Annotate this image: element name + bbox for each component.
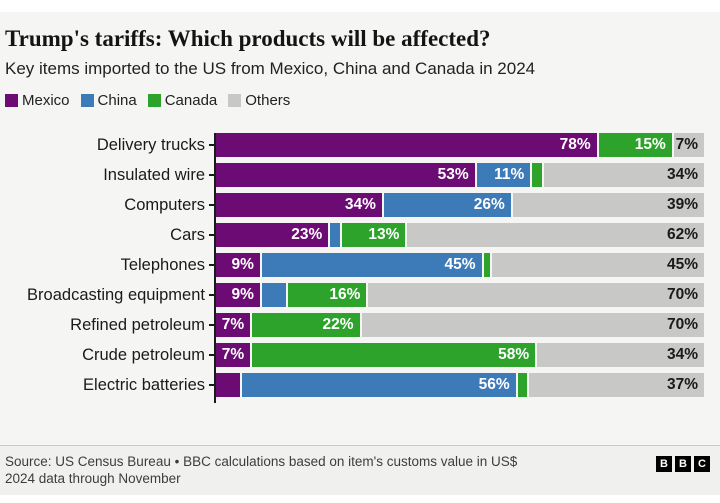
legend-swatch-canada <box>147 94 161 108</box>
category-label-text: Telephones <box>120 255 205 274</box>
category-labels-column: Delivery trucks Insulated wire Computers Ca… <box>5 133 214 403</box>
bbc-logo-block: C <box>694 456 710 472</box>
category-label: Computers <box>5 193 214 217</box>
chart-subtitle: Key items imported to the US from Mexico… <box>5 59 536 79</box>
category-label-text: Cars <box>170 225 205 244</box>
source-text: Source: US Census Bureau • BBC calculati… <box>5 453 517 487</box>
axis-tick <box>209 174 214 177</box>
bar-row: 9% 45% 45% <box>216 253 704 278</box>
bar-segment-china: 26% <box>383 193 511 218</box>
legend-item-china: China <box>80 92 137 110</box>
legend-label: China <box>97 92 137 110</box>
page-title: Trump's tariffs: Which products will be … <box>5 26 491 51</box>
legend-label: Others <box>245 92 291 110</box>
bar-segment-mexico: 53% <box>216 163 475 188</box>
bar-segment-canada <box>532 163 543 188</box>
bar-row: 56% 37% <box>216 373 704 398</box>
axis-tick <box>209 264 214 267</box>
bar-segment-others: 45% <box>491 253 704 278</box>
axis-tick <box>209 384 214 387</box>
axis-tick <box>209 294 214 297</box>
bar-row: 7% 22% 70% <box>216 313 704 338</box>
bar-segment-china <box>261 283 287 308</box>
legend-swatch-others <box>228 94 242 108</box>
bar-segment-canada: 16% <box>288 283 367 308</box>
bar-segment-mexico: 9% <box>216 283 260 308</box>
bar-segment-china: 11% <box>476 163 531 188</box>
category-label-text: Insulated wire <box>103 165 205 184</box>
legend-swatch-mexico <box>5 94 18 108</box>
bar-segment-canada: 15% <box>598 133 672 158</box>
bar-row: 23% 13% 62% <box>216 223 704 248</box>
bar-segment-mexico: 78% <box>216 133 597 158</box>
bar-segment-china: 56% <box>242 373 516 398</box>
bar-segment-china <box>330 223 340 248</box>
category-label: Cars <box>5 223 214 247</box>
category-label: Electric batteries <box>5 373 214 397</box>
bbc-logo-block: B <box>675 456 691 472</box>
bar-segment-canada: 13% <box>341 223 406 248</box>
category-label: Refined petroleum <box>5 313 214 337</box>
category-label-text: Broadcasting equipment <box>27 285 205 304</box>
category-label: Broadcasting equipment <box>5 283 214 307</box>
bar-row: 7% 58% 34% <box>216 343 704 368</box>
legend-swatch-china <box>80 94 94 108</box>
bar-segment-mexico: 34% <box>216 193 382 218</box>
category-label-text: Computers <box>124 195 205 214</box>
bar-segment-others: 62% <box>407 223 704 248</box>
bar-segment-canada <box>517 373 528 398</box>
bar-segment-canada: 22% <box>252 313 360 338</box>
bar-segment-mexico: 7% <box>216 313 251 338</box>
axis-tick <box>209 204 214 207</box>
legend-item-mexico: Mexico <box>5 92 70 109</box>
category-label: Insulated wire <box>5 163 214 187</box>
bar-segment-china: 45% <box>261 253 482 278</box>
bar-row: 78% 15% 7% <box>216 133 704 158</box>
bar-segment-others: 7% <box>673 133 704 158</box>
category-label: Telephones <box>5 253 214 277</box>
category-label: Crude petroleum <box>5 343 214 367</box>
chart-legend: Mexico China Canada Others <box>5 92 712 109</box>
bar-segment-others: 39% <box>512 193 704 218</box>
bar-segment-canada: 58% <box>252 343 536 368</box>
category-label-text: Refined petroleum <box>70 315 205 334</box>
bar-segment-mexico <box>216 373 241 398</box>
legend-item-canada: Canada <box>147 92 218 110</box>
source-line-2: 2024 data through November <box>5 471 181 486</box>
bar-row: 9% 16% 70% <box>216 283 704 308</box>
source-line-1: Source: US Census Bureau • BBC calculati… <box>5 454 518 469</box>
bar-segment-others: 34% <box>544 163 704 188</box>
chart-footer: Source: US Census Bureau • BBC calculati… <box>0 445 720 495</box>
bbc-logo-block: B <box>656 456 672 472</box>
bars-column: 78% 15% 7% 53% 11% 34% 34% 26% 39% 23% 13% 62% 9% 45%… <box>214 133 704 404</box>
bar-row: 34% 26% 39% <box>216 193 704 218</box>
legend-item-others: Others <box>228 92 290 109</box>
category-label: Delivery trucks <box>5 133 214 157</box>
axis-tick <box>209 324 214 327</box>
category-label-text: Crude petroleum <box>82 345 205 364</box>
bar-segment-mexico: 7% <box>216 343 251 368</box>
bar-segment-canada <box>483 253 490 278</box>
chart-card: Trump's tariffs: Which products will be … <box>0 12 720 495</box>
bar-segment-others: 70% <box>361 313 704 338</box>
bar-row: 53% 11% 34% <box>216 163 704 188</box>
legend-label: Canada <box>164 92 218 110</box>
bar-segment-others: 70% <box>368 283 704 308</box>
axis-tick <box>209 144 214 147</box>
bar-segment-mexico: 23% <box>216 223 329 248</box>
category-label-text: Delivery trucks <box>96 135 205 154</box>
axis-tick <box>209 354 214 357</box>
bar-segment-others: 34% <box>537 343 704 368</box>
category-label-text: Electric batteries <box>83 375 205 394</box>
legend-label: Mexico <box>22 92 70 110</box>
bar-segment-others: 37% <box>529 373 704 398</box>
axis-tick <box>209 234 214 237</box>
bar-segment-mexico: 9% <box>216 253 260 278</box>
stacked-bar-chart: Delivery trucks Insulated wire Computers Ca… <box>5 133 712 404</box>
